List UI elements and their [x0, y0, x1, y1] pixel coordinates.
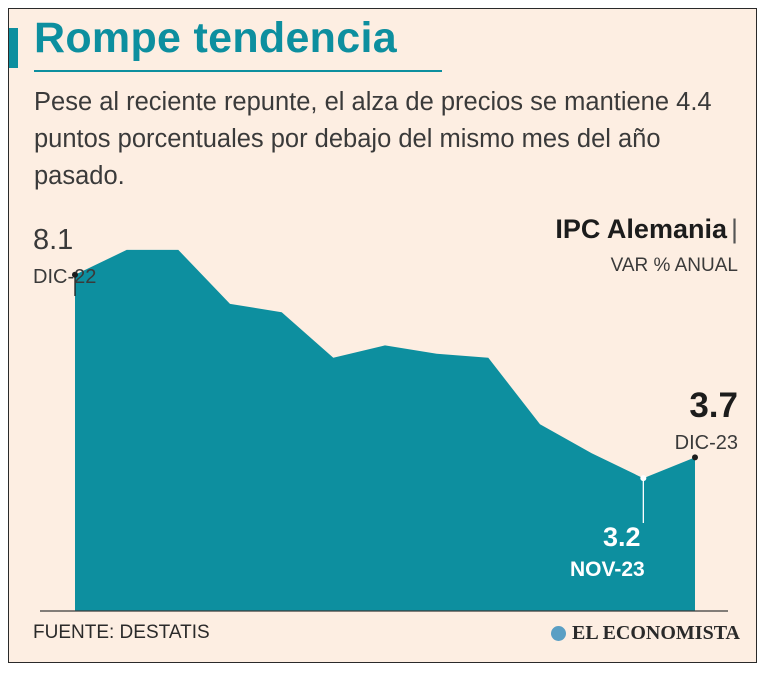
end-date-label: DIC-23	[674, 432, 738, 454]
area-series	[75, 249, 695, 611]
title-underline	[34, 70, 442, 72]
start-date-label: DIC-22	[33, 266, 97, 288]
source-note: FUENTE: DESTATIS	[33, 622, 210, 643]
title-accent-bar	[9, 28, 18, 68]
publisher-logo: EL ECONOMISTA	[551, 622, 740, 645]
start-value-label: 8.1	[33, 224, 74, 256]
series-separator: |	[730, 214, 738, 244]
globe-icon	[551, 626, 566, 641]
series-name: IPC Alemania	[555, 214, 727, 244]
publisher-name: EL ECONOMISTA	[572, 622, 740, 644]
series-unit-label: VAR % ANUAL	[610, 255, 738, 276]
min-value-label: 3.2	[603, 522, 641, 552]
start-point-marker	[72, 271, 78, 278]
chart-title: Rompe tendencia	[34, 14, 397, 62]
series-name-label: IPC Alemania |	[555, 214, 738, 245]
chart-subtitle: Pese al reciente repunte, el alza de pre…	[34, 88, 712, 190]
end-value-label: 3.7	[689, 386, 738, 425]
end-point-marker	[692, 454, 698, 461]
min-date-label: NOV-23	[570, 558, 645, 581]
min-point-marker	[640, 475, 647, 482]
